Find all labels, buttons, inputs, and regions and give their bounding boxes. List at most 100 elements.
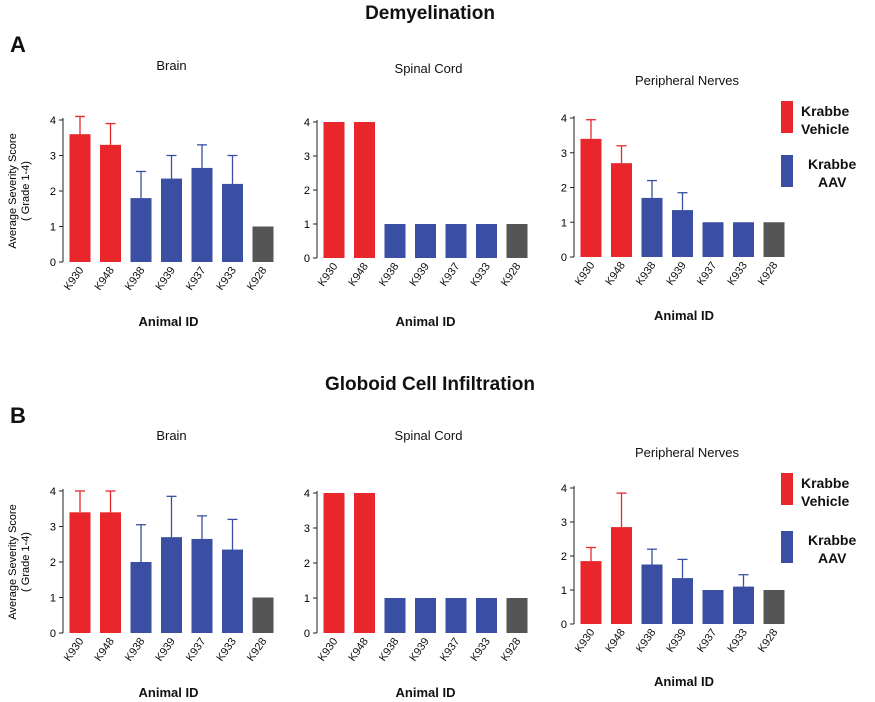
y-tick-label: 1 bbox=[50, 222, 56, 234]
x-tick-label: K930 bbox=[573, 260, 598, 288]
x-tick-label: K933 bbox=[214, 636, 239, 664]
x-tick-label: K948 bbox=[603, 260, 628, 288]
y-tick-label: 4 bbox=[50, 115, 56, 127]
y-axis-label-line2: ( Grade 1-4) bbox=[20, 532, 32, 592]
y-tick-label: 4 bbox=[561, 483, 567, 495]
x-tick-label: K938 bbox=[123, 636, 148, 664]
bar-k948 bbox=[100, 144, 121, 262]
y-tick-label: 0 bbox=[304, 628, 310, 640]
bar-k938 bbox=[641, 197, 663, 257]
y-tick-label: 4 bbox=[304, 117, 310, 129]
section-b-letter: B bbox=[10, 403, 26, 428]
bar-k937 bbox=[702, 222, 724, 257]
y-tick-label: 3 bbox=[561, 148, 567, 160]
legend-aav-line2: AAV bbox=[818, 174, 847, 190]
panel-title: Peripheral Nerves bbox=[635, 73, 740, 88]
bar-k939 bbox=[415, 598, 436, 633]
legend-vehicle-line1: Krabbe bbox=[801, 103, 849, 119]
bar-k928 bbox=[252, 597, 274, 633]
y-axis-label-line1: Average Severity Score bbox=[7, 504, 19, 619]
x-tick-label: K928 bbox=[756, 260, 781, 288]
bar-k939 bbox=[672, 578, 693, 624]
y-tick-label: 1 bbox=[561, 585, 567, 597]
panel-b-brain: Brain 0 1 2 3 4 K930 K948 K938 K939 K937 K933 K928 An… bbox=[7, 428, 274, 700]
legend-vehicle-swatch bbox=[781, 473, 793, 505]
x-axis-label: Animal ID bbox=[396, 685, 456, 700]
legend-vehicle-swatch bbox=[781, 101, 793, 133]
section-b-title: Globoid Cell Infiltration bbox=[325, 374, 535, 395]
x-tick-label: K939 bbox=[153, 265, 178, 293]
bar-k933 bbox=[222, 183, 243, 262]
bar-k937 bbox=[191, 538, 213, 633]
x-tick-label: K933 bbox=[214, 265, 239, 293]
bar-k930 bbox=[69, 134, 91, 262]
bar-k928 bbox=[506, 224, 528, 258]
y-tick-label: 0 bbox=[561, 619, 567, 631]
panel-title: Spinal Cord bbox=[395, 428, 463, 443]
x-tick-label: K938 bbox=[634, 260, 659, 288]
bar-k948 bbox=[354, 493, 375, 633]
y-tick-label: 4 bbox=[561, 113, 567, 125]
x-tick-label: K938 bbox=[634, 627, 659, 655]
x-tick-label: K939 bbox=[664, 260, 689, 288]
bar-k928 bbox=[506, 598, 528, 633]
bar-k938 bbox=[641, 564, 663, 624]
panel-title: Peripheral Nerves bbox=[635, 445, 740, 460]
x-tick-label: K937 bbox=[695, 627, 720, 655]
y-tick-label: 4 bbox=[304, 488, 310, 500]
x-axis-label: Animal ID bbox=[139, 314, 199, 329]
section-a-letter: A bbox=[10, 32, 26, 57]
bar-k930 bbox=[580, 138, 602, 257]
panel-a-brain: Brain 0 1 2 3 4 K930 K948 K938 K939 K937 K933 K928 An… bbox=[7, 58, 274, 329]
legend-b: Krabbe Vehicle Krabbe AAV bbox=[781, 473, 856, 566]
y-tick-label: 3 bbox=[50, 522, 56, 534]
x-axis-label: Animal ID bbox=[396, 314, 456, 329]
bar-k937 bbox=[445, 224, 467, 258]
x-tick-label: K948 bbox=[603, 627, 628, 655]
x-tick-label: K933 bbox=[725, 627, 750, 655]
y-tick-label: 2 bbox=[561, 183, 567, 195]
x-tick-label: K930 bbox=[316, 636, 341, 664]
x-tick-label: K928 bbox=[499, 261, 524, 289]
x-tick-label: K948 bbox=[346, 261, 371, 289]
x-tick-label: K928 bbox=[499, 636, 524, 664]
bar-k938 bbox=[384, 598, 406, 633]
legend-aav-line1: Krabbe bbox=[808, 156, 856, 172]
x-tick-label: K937 bbox=[438, 636, 463, 664]
y-tick-label: 1 bbox=[304, 219, 310, 231]
legend-aav-swatch bbox=[781, 531, 793, 563]
x-tick-label: K937 bbox=[438, 261, 463, 289]
x-tick-label: K939 bbox=[407, 261, 432, 289]
legend-aav-line1: Krabbe bbox=[808, 532, 856, 548]
legend-aav-swatch bbox=[781, 155, 793, 187]
y-tick-label: 0 bbox=[304, 253, 310, 265]
y-axis-label-line1: Average Severity Score bbox=[7, 133, 19, 248]
bar-k938 bbox=[130, 198, 152, 262]
y-tick-label: 2 bbox=[50, 186, 56, 198]
legend-vehicle-line2: Vehicle bbox=[801, 121, 849, 137]
bar-k938 bbox=[130, 562, 152, 633]
bar-k933 bbox=[476, 224, 497, 258]
x-tick-label: K928 bbox=[245, 265, 270, 293]
panel-a-spinal-cord: Spinal Cord 0 1 2 3 4 K930 K948 K938 K939 K937 K933… bbox=[304, 61, 528, 329]
bar-k939 bbox=[415, 224, 436, 258]
bar-k933 bbox=[222, 549, 243, 633]
legend-vehicle-line1: Krabbe bbox=[801, 475, 849, 491]
legend-vehicle-line2: Vehicle bbox=[801, 493, 849, 509]
x-tick-label: K930 bbox=[316, 261, 341, 289]
y-tick-label: 2 bbox=[304, 558, 310, 570]
y-tick-label: 1 bbox=[50, 593, 56, 605]
y-tick-label: 3 bbox=[304, 151, 310, 163]
y-tick-label: 2 bbox=[561, 551, 567, 563]
y-tick-label: 3 bbox=[50, 151, 56, 163]
x-tick-label: K933 bbox=[468, 261, 493, 289]
x-tick-label: K948 bbox=[92, 265, 117, 293]
x-tick-label: K930 bbox=[573, 627, 598, 655]
bar-k938 bbox=[384, 224, 406, 258]
bar-k930 bbox=[323, 493, 345, 633]
x-axis-label: Animal ID bbox=[139, 685, 199, 700]
y-tick-label: 3 bbox=[304, 523, 310, 535]
bar-k928 bbox=[763, 590, 785, 624]
bar-k937 bbox=[445, 598, 467, 633]
